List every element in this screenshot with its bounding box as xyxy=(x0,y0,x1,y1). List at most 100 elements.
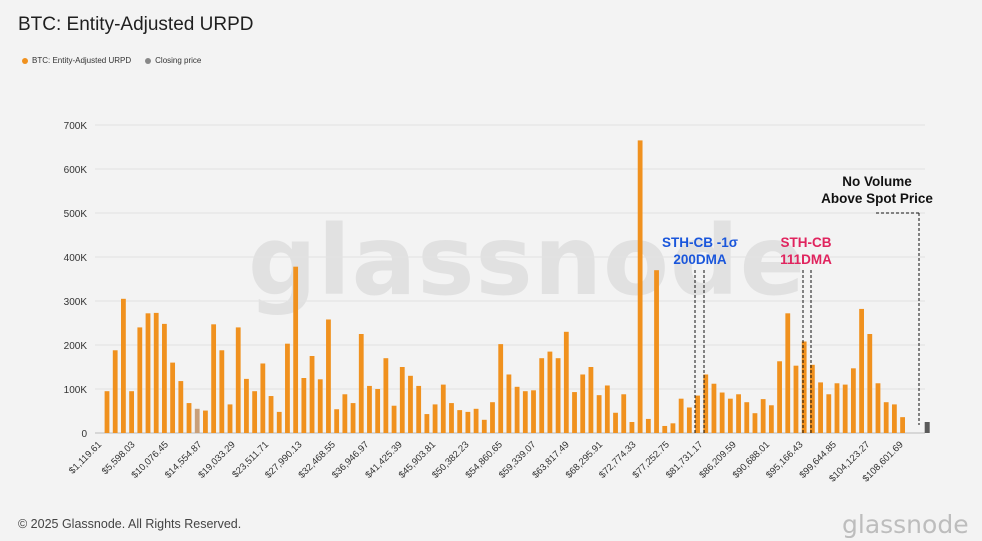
bar xyxy=(613,412,618,433)
bar xyxy=(834,383,840,433)
bar xyxy=(522,391,528,433)
legend-label-urpd: BTC: Entity-Adjusted URPD xyxy=(32,56,132,65)
bar xyxy=(867,334,873,433)
bar xyxy=(850,368,856,433)
bar xyxy=(367,385,372,433)
bar xyxy=(596,395,602,433)
bar xyxy=(391,405,397,433)
bar xyxy=(432,404,438,433)
bar xyxy=(826,394,832,433)
bar xyxy=(186,403,192,433)
bar xyxy=(498,344,504,433)
bar xyxy=(129,391,135,433)
bar xyxy=(637,140,643,433)
bar xyxy=(719,392,725,433)
bar xyxy=(326,319,331,433)
annotation-label: No Volume xyxy=(842,174,912,189)
bar xyxy=(580,374,586,433)
y-tick-label: 300K xyxy=(64,297,88,308)
bar xyxy=(760,399,766,433)
bar xyxy=(588,367,594,433)
legend-dot-closing-price xyxy=(145,57,152,64)
bar xyxy=(227,404,233,433)
annotation-label: STH-CB -1σ xyxy=(662,235,738,250)
bar xyxy=(276,411,282,433)
bar xyxy=(481,419,487,433)
bar xyxy=(670,423,676,433)
bar xyxy=(350,403,356,433)
bar xyxy=(260,363,266,433)
bar xyxy=(449,403,454,433)
annotation-label: 111DMA xyxy=(780,252,832,267)
bar xyxy=(801,341,807,433)
bar xyxy=(285,343,290,433)
bar xyxy=(768,405,774,433)
bar xyxy=(785,313,791,433)
y-tick-label: 700K xyxy=(64,121,88,132)
bar xyxy=(334,409,340,433)
annotation-label: 200DMA xyxy=(673,252,727,267)
bar xyxy=(703,374,709,433)
bar xyxy=(859,308,864,433)
bar xyxy=(809,364,815,433)
bar xyxy=(842,384,848,433)
legend-label-closing-price: Closing price xyxy=(155,56,202,65)
bar xyxy=(645,418,651,433)
bar xyxy=(317,379,323,433)
y-tick-label: 600K xyxy=(64,165,88,176)
bar xyxy=(818,382,823,433)
bar xyxy=(695,395,700,433)
bar xyxy=(678,398,684,433)
bar xyxy=(752,413,758,433)
bar xyxy=(604,385,610,433)
bar xyxy=(629,422,635,433)
bar xyxy=(531,390,536,433)
bar xyxy=(440,384,446,433)
bar xyxy=(744,402,750,433)
bar xyxy=(408,375,413,433)
bar xyxy=(211,324,217,433)
bar xyxy=(736,394,741,433)
legend-item-closing-price[interactable]: Closing price xyxy=(145,56,201,65)
bar xyxy=(178,381,184,433)
legend-item-urpd[interactable]: BTC: Entity-Adjusted URPD xyxy=(22,56,131,65)
bar xyxy=(777,361,782,433)
bar xyxy=(900,417,905,433)
annotation-label: STH-CB xyxy=(781,235,832,250)
bar xyxy=(473,408,479,433)
bar xyxy=(194,408,200,433)
bar xyxy=(563,331,569,433)
bar xyxy=(399,367,405,433)
bar xyxy=(162,323,167,433)
bar xyxy=(268,396,274,433)
bar xyxy=(654,270,659,433)
y-tick-label: 500K xyxy=(64,209,88,220)
bar xyxy=(686,407,692,433)
bar xyxy=(416,385,422,433)
bar xyxy=(621,394,627,433)
y-tick-label: 400K xyxy=(64,253,88,264)
bar xyxy=(793,365,799,433)
bar xyxy=(358,334,364,433)
bar xyxy=(465,411,471,433)
bar xyxy=(891,404,897,433)
bar xyxy=(383,358,389,433)
bar xyxy=(490,402,495,433)
bar xyxy=(203,410,208,433)
bar xyxy=(424,414,430,433)
brand-logo: glassnode xyxy=(842,510,969,539)
bar xyxy=(342,394,348,433)
bar xyxy=(514,386,520,433)
legend-dot-urpd xyxy=(22,57,28,64)
bar xyxy=(104,391,110,433)
bar xyxy=(219,350,225,433)
bar xyxy=(539,358,545,433)
bar xyxy=(252,391,258,433)
y-tick-label: 200K xyxy=(64,341,88,352)
bar xyxy=(727,398,733,433)
bar xyxy=(555,358,561,433)
bar xyxy=(145,313,151,433)
bar xyxy=(153,312,159,433)
y-tick-label: 0 xyxy=(81,429,87,440)
